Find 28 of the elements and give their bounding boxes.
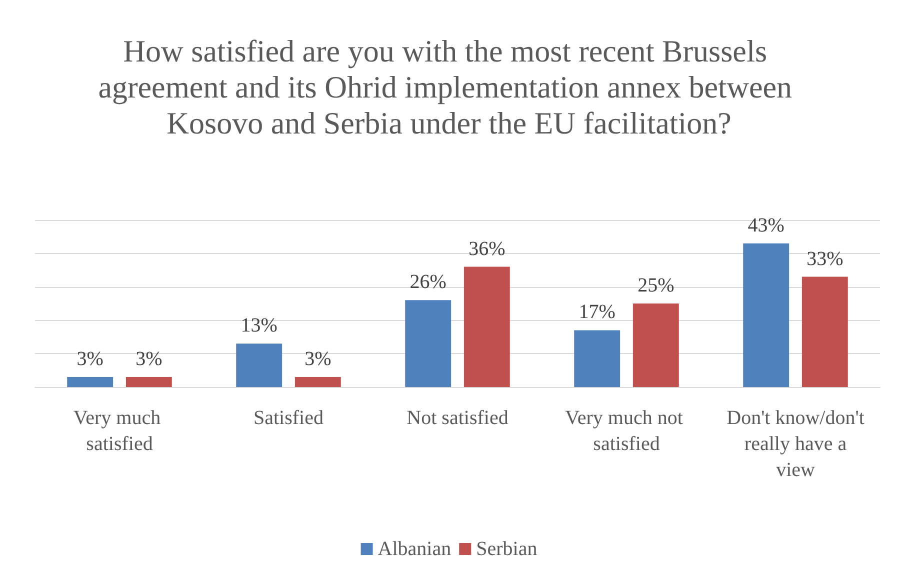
data-label: 25%	[638, 274, 674, 296]
data-label: 36%	[468, 238, 506, 260]
bar	[743, 243, 790, 387]
data-label: 43%	[748, 214, 784, 236]
data-label: 26%	[410, 271, 446, 294]
bar	[464, 266, 510, 387]
data-label: 13%	[240, 314, 278, 337]
bar	[405, 300, 452, 387]
bar	[802, 276, 848, 387]
bar	[294, 376, 341, 387]
data-label: 17%	[578, 301, 616, 324]
chart-title: How satisfied are you with the most recent Brussels agreement and its Ohrid implementation annex between Kosovo and Serbia under the EU facilitation?	[98, 34, 800, 140]
bar	[67, 376, 114, 387]
x-tick-label: Very much satisfied	[73, 407, 166, 455]
x-tick-label: Don't know/don't really have a view	[726, 407, 865, 481]
legend-label: Albanian	[378, 538, 452, 560]
x-tick-label: Very much not satisfied	[565, 407, 688, 455]
bar	[632, 304, 679, 387]
bar	[236, 344, 282, 387]
data-label: 33%	[806, 248, 844, 270]
data-label: 3%	[76, 348, 104, 370]
bar	[574, 330, 620, 387]
data-label: 3%	[304, 348, 332, 370]
x-tick-label: Not satisfied	[406, 407, 508, 429]
bar	[126, 376, 172, 387]
data-label: 3%	[136, 348, 162, 370]
x-tick-label: Satisfied	[254, 407, 324, 429]
legend-label: Serbian	[476, 538, 538, 560]
